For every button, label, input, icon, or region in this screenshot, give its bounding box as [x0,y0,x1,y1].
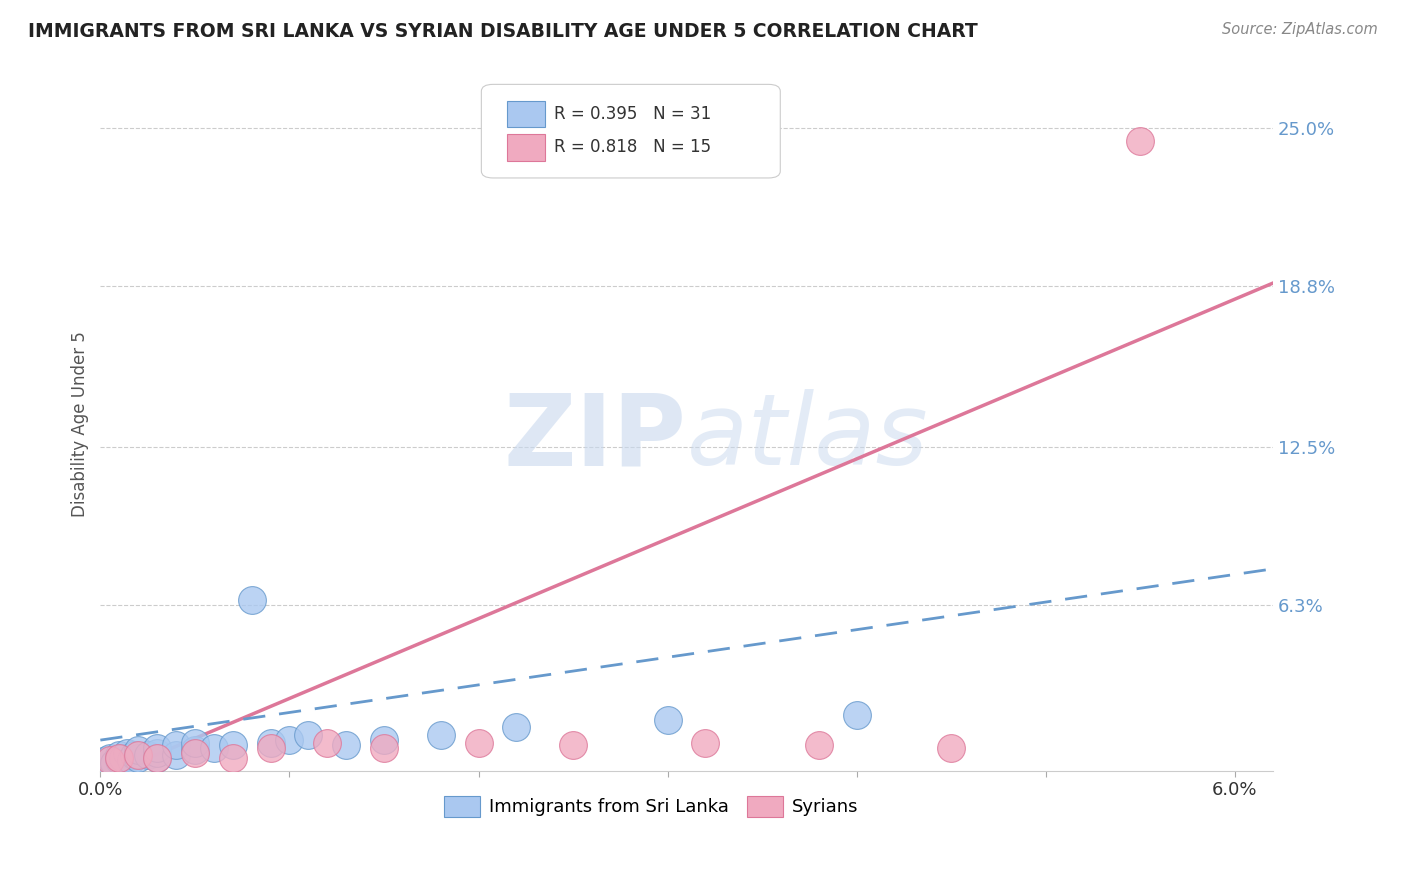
Point [94,754,117,768]
Point [146,751,169,765]
Point [127,748,149,763]
FancyBboxPatch shape [508,101,544,128]
Y-axis label: Disability Age Under 5: Disability Age Under 5 [72,331,89,517]
Point [146,751,169,765]
Point [335,738,357,752]
Point [240,593,263,607]
Point [695,736,717,750]
Point [429,728,451,742]
Point [108,748,131,763]
Point [115,746,138,760]
Point [120,754,142,768]
Point [562,738,585,752]
Point [146,746,169,760]
Text: ZIP: ZIP [503,390,686,486]
Point [124,748,146,763]
FancyBboxPatch shape [508,135,544,161]
Point [127,743,149,757]
Point [112,751,135,765]
Point [222,738,245,752]
Point [108,754,131,768]
Point [165,748,187,763]
Point [373,733,395,747]
Point [807,738,830,752]
Point [505,720,527,734]
Point [103,756,125,770]
Point [184,746,207,760]
Point [467,736,489,750]
Text: R = 0.395   N = 31: R = 0.395 N = 31 [554,105,711,123]
Legend: Immigrants from Sri Lanka, Syrians: Immigrants from Sri Lanka, Syrians [437,789,866,824]
Point [941,740,963,755]
Point [108,751,131,765]
Point [845,707,868,722]
Point [136,748,159,763]
Point [98,751,121,765]
Text: Source: ZipAtlas.com: Source: ZipAtlas.com [1222,22,1378,37]
Point [202,740,225,755]
Point [1129,134,1152,148]
Point [184,743,207,757]
Point [98,754,121,768]
Point [259,736,281,750]
Point [259,740,281,755]
Point [297,728,319,742]
Text: R = 0.818   N = 15: R = 0.818 N = 15 [554,138,711,156]
Point [657,713,679,727]
Point [165,738,187,752]
Point [222,751,245,765]
Point [184,736,207,750]
Point [278,733,301,747]
Point [373,740,395,755]
Point [316,736,339,750]
Point [127,751,149,765]
FancyBboxPatch shape [481,85,780,178]
Point [146,740,169,755]
Text: IMMIGRANTS FROM SRI LANKA VS SYRIAN DISABILITY AGE UNDER 5 CORRELATION CHART: IMMIGRANTS FROM SRI LANKA VS SYRIAN DISA… [28,22,977,41]
Text: atlas: atlas [686,390,928,486]
